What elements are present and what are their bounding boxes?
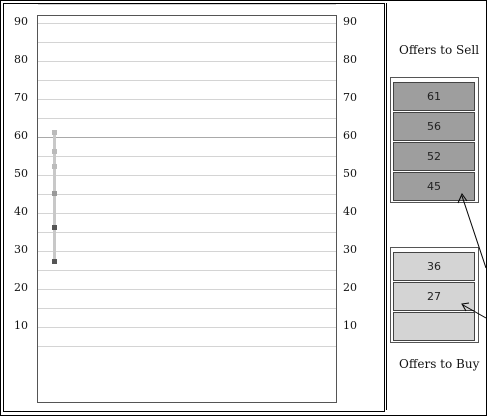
- grid-line: [38, 289, 336, 290]
- buy-offer-box[interactable]: 36: [393, 252, 475, 281]
- y-tick-label-left: 60: [14, 129, 28, 142]
- grid-line: [38, 156, 336, 157]
- sell-offer-box[interactable]: 45: [393, 172, 475, 201]
- grid-line: [38, 194, 336, 195]
- grid-line: [38, 232, 336, 233]
- grid-line: [38, 270, 336, 271]
- buy-offer-box[interactable]: 27: [393, 282, 475, 311]
- grid-line: [38, 251, 336, 252]
- y-tick-label-left: 70: [14, 91, 28, 104]
- buy-offers-group: 36 27: [390, 247, 479, 343]
- y-tick-label-right: 10: [343, 319, 357, 332]
- grid-line: [38, 327, 336, 328]
- y-tick-label-left: 90: [14, 15, 28, 28]
- y-tick-label-right: 90: [343, 15, 357, 28]
- y-tick-label-right: 60: [343, 129, 357, 142]
- y-tick-label-right: 20: [343, 281, 357, 294]
- sell-offer-marker: [52, 164, 57, 170]
- buy-offer-marker: [52, 225, 57, 231]
- sell-offer-box[interactable]: 56: [393, 112, 475, 141]
- offers-to-sell-heading: Offers to Sell: [399, 43, 480, 57]
- grid-line: [38, 23, 336, 24]
- y-tick-label-left: 80: [14, 53, 28, 66]
- offer-range-bar: [53, 132, 56, 262]
- buy-offer-box[interactable]: [393, 312, 475, 341]
- grid-line: [38, 42, 336, 43]
- grid-line: [38, 99, 336, 100]
- grid-line: [38, 137, 336, 138]
- price-chart-panel: 90 90 80 80 70 70 60 60 50 50 40 40 30 30 20 20 10 10: [3, 3, 385, 412]
- grid-line: [38, 308, 336, 309]
- y-tick-label-right: 30: [343, 243, 357, 256]
- grid-line: [38, 61, 336, 62]
- grid-line: [38, 4, 336, 5]
- grid-line: [38, 175, 336, 176]
- y-tick-label-right: 70: [343, 91, 357, 104]
- y-tick-label-left: 20: [14, 281, 28, 294]
- grid-line: [38, 346, 336, 347]
- grid-line: [38, 213, 336, 214]
- order-book-panel: Offers to Sell 61 56 52 45 36 27 Offers …: [386, 3, 486, 410]
- y-tick-label-left: 50: [14, 167, 28, 180]
- y-tick-label-right: 50: [343, 167, 357, 180]
- sell-offer-box[interactable]: 52: [393, 142, 475, 171]
- y-tick-label-left: 30: [14, 243, 28, 256]
- buy-offer-marker: [52, 259, 57, 265]
- y-tick-label-left: 10: [14, 319, 28, 332]
- price-plot-area: [37, 4, 337, 403]
- grid-line: [38, 118, 336, 119]
- y-tick-label-right: 80: [343, 53, 357, 66]
- offers-to-buy-heading: Offers to Buy: [399, 357, 480, 371]
- sell-offers-group: 61 56 52 45: [390, 77, 479, 203]
- sell-offer-marker: [52, 149, 57, 155]
- sell-offer-marker: [52, 191, 57, 196]
- grid-line: [38, 80, 336, 81]
- sell-offer-box[interactable]: 61: [393, 82, 475, 111]
- sell-offer-marker: [52, 130, 57, 136]
- y-tick-label-left: 40: [14, 205, 28, 218]
- y-tick-label-right: 40: [343, 205, 357, 218]
